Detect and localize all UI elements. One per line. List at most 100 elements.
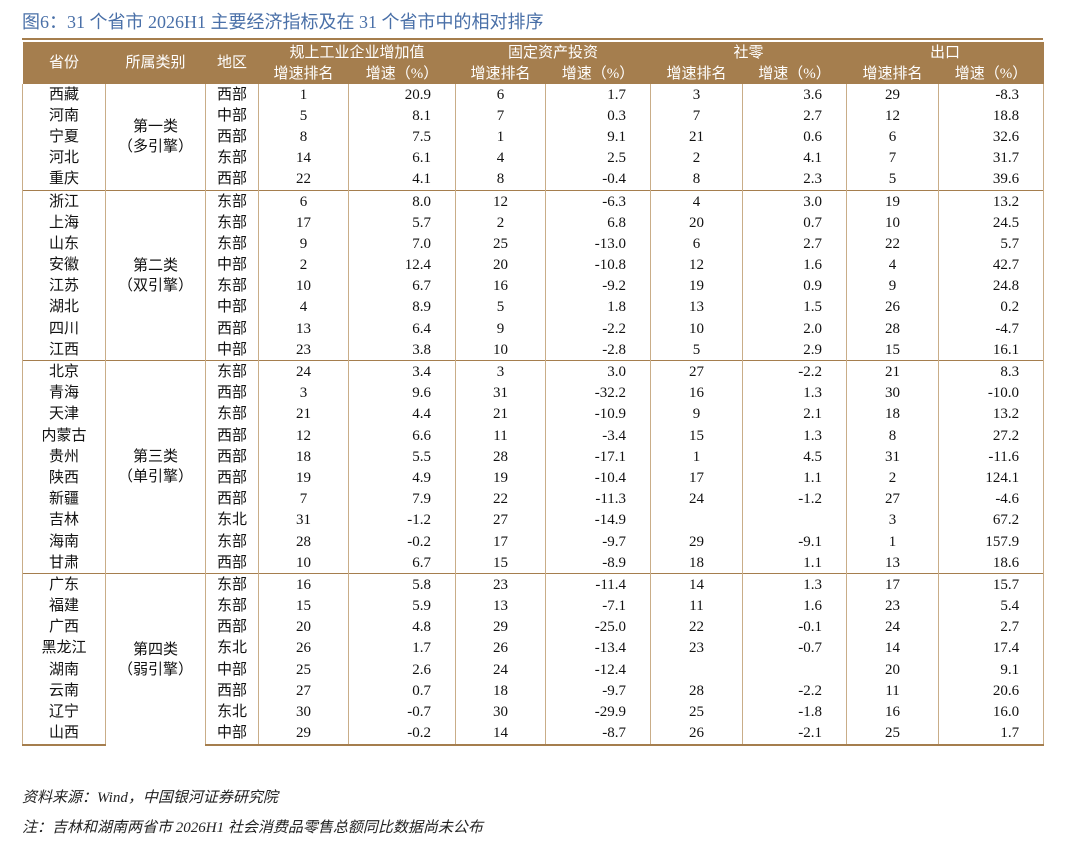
growth: 7.5: [347, 126, 457, 148]
growth: 5.5: [347, 446, 457, 468]
column-header: 地区: [205, 42, 259, 84]
table-row: 青海 西部 3 9.6 31 -32.2 16 1.3 30 -10.0: [22, 382, 1045, 404]
rank: 5: [846, 168, 940, 191]
category-cell: 第四类 （弱引擎）: [105, 573, 206, 745]
rank: 6: [455, 84, 547, 106]
growth: -8.9: [545, 552, 652, 574]
rank: 23: [846, 595, 940, 617]
engine: （双引擎）: [117, 277, 193, 294]
province: 安徽: [22, 254, 106, 276]
rank: 3: [455, 360, 547, 383]
rank: 13: [258, 318, 349, 340]
rank: [650, 659, 744, 681]
growth: 18.8: [938, 105, 1045, 127]
rank: 21: [846, 360, 940, 383]
growth: -2.2: [545, 318, 652, 340]
table-row: 安徽 中部 2 12.4 20 -10.8 12 1.6 4 42.7: [22, 254, 1045, 276]
region: 中部: [205, 339, 259, 361]
growth: 7.0: [347, 233, 457, 255]
growth: -6.3: [545, 189, 652, 213]
rank: 30: [846, 382, 940, 404]
rank: 22: [455, 488, 547, 510]
rank: 6: [650, 233, 744, 255]
region: 东部: [205, 360, 259, 383]
rank: 27: [650, 360, 744, 383]
rank: 20: [455, 254, 547, 276]
growth: -0.7: [742, 637, 848, 660]
growth: -0.2: [347, 530, 457, 553]
region: 东部: [205, 189, 259, 213]
rank: 8: [258, 126, 349, 148]
table-row: 山东 东部 9 7.0 25 -13.0 6 2.7 22 5.7: [22, 233, 1045, 255]
table-row: 辽宁 东北 30 -0.7 30 -29.9 25 -1.8 16 16.0: [22, 701, 1045, 723]
rank: 29: [650, 530, 744, 553]
rank: 2: [650, 147, 744, 169]
growth: 4.5: [742, 446, 848, 468]
growth: 7.9: [347, 488, 457, 510]
region: 东部: [205, 595, 259, 617]
region: 东部: [205, 233, 259, 255]
region: 西部: [205, 488, 259, 510]
growth: -0.1: [742, 616, 848, 638]
region: 东部: [205, 275, 259, 297]
rank: 15: [650, 425, 744, 447]
growth: 1.1: [742, 467, 848, 489]
growth: 4.8: [347, 616, 457, 638]
title: 图6：31 个省市 2026H1 主要经济指标及在 31 个省市中的相对排序: [22, 12, 544, 32]
title-rule: [22, 38, 1043, 40]
region: 东部: [205, 212, 259, 234]
data-table: 省份 所属类别 地区 规上工业企业增加值 固定资产投资 社零 出口 增速排名 增速（%） 增速排名…: [22, 42, 1045, 746]
growth: -1.8: [742, 701, 848, 723]
growth: -29.9: [545, 701, 652, 723]
growth: 2.7: [938, 616, 1045, 638]
growth: 2.7: [742, 233, 848, 255]
growth: -9.7: [545, 680, 652, 702]
growth: -2.8: [545, 339, 652, 361]
province: 湖南: [22, 659, 106, 681]
growth: 1.3: [742, 425, 848, 447]
growth: 2.9: [742, 339, 848, 361]
rank: 3: [846, 509, 940, 531]
table-row: 吉林 东北 31 -1.2 27 -14.9 3 67.2: [22, 509, 1045, 531]
province: 上海: [22, 212, 106, 234]
rank: 25: [846, 722, 940, 746]
province: 山东: [22, 233, 106, 255]
growth: 3.0: [545, 360, 652, 383]
rank: 28: [455, 446, 547, 468]
rank: 4: [258, 296, 349, 319]
growth: 18.6: [938, 552, 1045, 574]
growth: 2.0: [742, 318, 848, 340]
growth: -0.4: [545, 168, 652, 191]
indicator-header: 固定资产投资: [455, 42, 651, 63]
growth: 42.7: [938, 254, 1045, 276]
table-row: 重庆 西部 22 4.1 8 -0.4 8 2.3 5 39.6: [22, 168, 1045, 191]
rank: 20: [258, 616, 349, 638]
growth: [742, 509, 848, 531]
table-row: 西藏 第一类 （多引擎） 西部 1 20.9 6 1.7 3 3.6 29 -8.3: [22, 84, 1045, 191]
growth: -14.9: [545, 509, 652, 531]
growth: 24.8: [938, 275, 1045, 297]
growth: 1.1: [742, 552, 848, 574]
sub-header: 增速排名: [650, 63, 743, 84]
rank: 11: [455, 425, 547, 447]
growth: 27.2: [938, 425, 1045, 447]
rank: 16: [455, 275, 547, 297]
growth: 2.7: [742, 105, 848, 127]
header-row: 省份 所属类别 地区 规上工业企业增加值 固定资产投资 社零 出口: [22, 42, 1044, 84]
rank: 4: [455, 147, 547, 169]
category-cell: 第一类 （多引擎）: [105, 84, 206, 191]
rank: 12: [650, 254, 744, 276]
growth: 6.6: [347, 425, 457, 447]
region: 西部: [205, 552, 259, 574]
rank: 15: [846, 339, 940, 361]
rank: 10: [455, 339, 547, 361]
growth: 17.4: [938, 637, 1045, 660]
province: 广西: [22, 616, 106, 638]
rank: 23: [650, 637, 744, 660]
table-row: 陕西 西部 19 4.9 19 -10.4 17 1.1 2 124.1: [22, 467, 1045, 489]
rank: 13: [650, 296, 744, 319]
growth: 5.9: [347, 595, 457, 617]
rank: 20: [846, 659, 940, 681]
rank: 18: [846, 403, 940, 425]
rank: 23: [258, 339, 349, 361]
